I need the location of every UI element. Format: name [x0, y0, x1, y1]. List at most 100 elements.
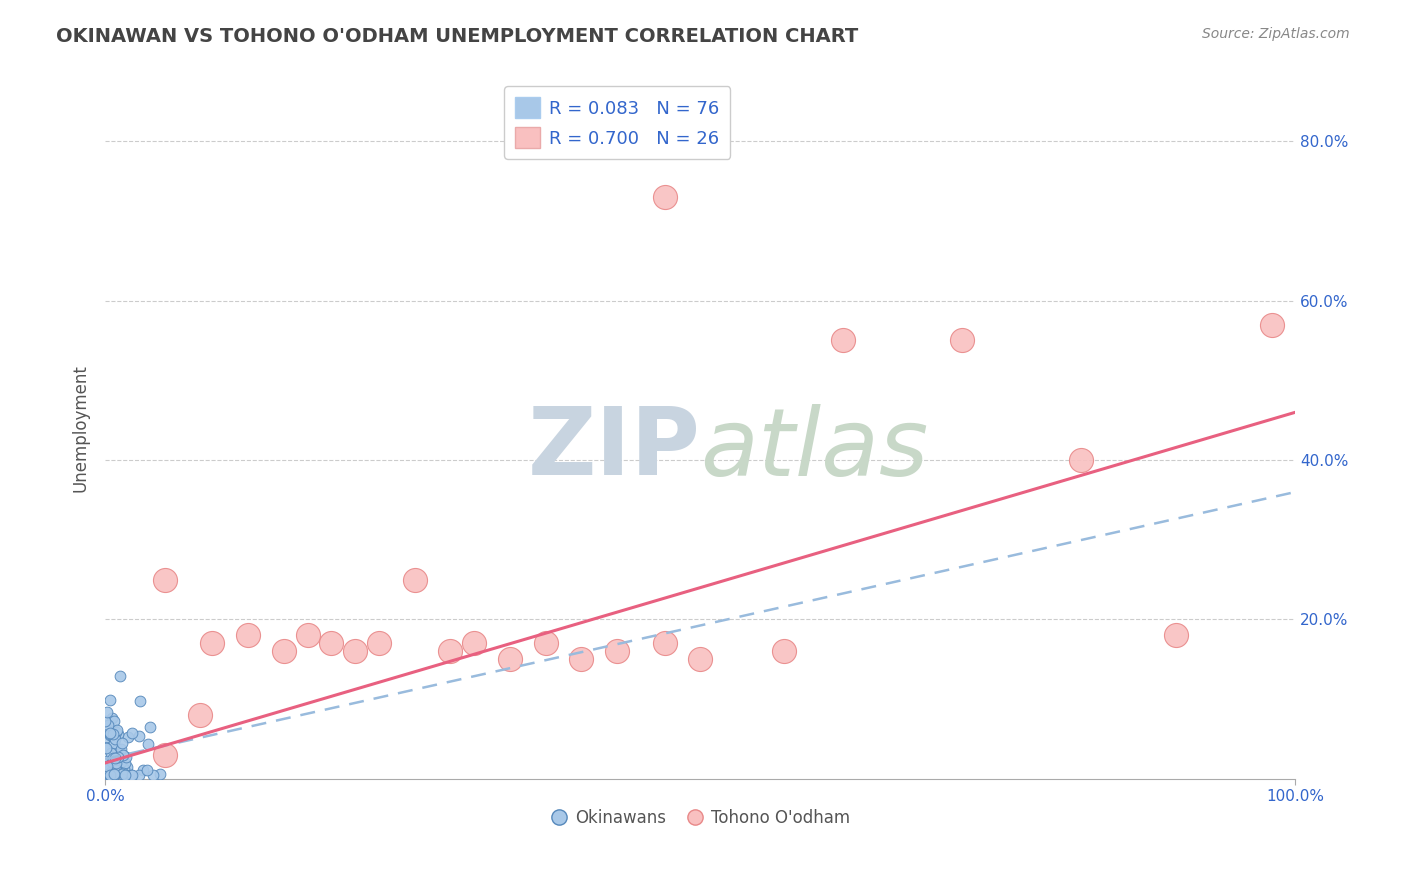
- Point: [97, 767, 120, 781]
- Point: [101, 750, 124, 764]
- Point: [103, 764, 125, 779]
- Point: [103, 756, 125, 771]
- Point: [149, 767, 172, 781]
- Point: [772, 644, 794, 658]
- Point: [321, 636, 343, 650]
- Point: [103, 735, 125, 749]
- Point: [115, 760, 138, 774]
- Point: [136, 737, 159, 751]
- Point: [98, 767, 121, 781]
- Point: [100, 768, 122, 782]
- Point: [368, 636, 391, 650]
- Y-axis label: Unemployment: Unemployment: [72, 364, 89, 492]
- Point: [117, 730, 139, 744]
- Point: [101, 711, 124, 725]
- Point: [114, 768, 136, 782]
- Point: [439, 644, 461, 658]
- Point: [132, 763, 155, 777]
- Point: [98, 727, 121, 741]
- Point: [96, 768, 118, 782]
- Point: [96, 705, 118, 719]
- Point: [96, 740, 118, 755]
- Point: [103, 761, 125, 775]
- Point: [111, 736, 134, 750]
- Point: [105, 723, 128, 737]
- Text: Source: ZipAtlas.com: Source: ZipAtlas.com: [1202, 27, 1350, 41]
- Legend: Okinawans, Tohono O'odham: Okinawans, Tohono O'odham: [544, 803, 858, 834]
- Point: [94, 741, 117, 756]
- Point: [104, 756, 127, 770]
- Text: ZIP: ZIP: [527, 403, 700, 495]
- Point: [1166, 628, 1188, 642]
- Point: [142, 768, 165, 782]
- Point: [654, 190, 676, 204]
- Point: [1070, 453, 1092, 467]
- Point: [104, 763, 127, 777]
- Point: [190, 708, 212, 723]
- Point: [100, 726, 122, 740]
- Text: OKINAWAN VS TOHONO O'ODHAM UNEMPLOYMENT CORRELATION CHART: OKINAWAN VS TOHONO O'ODHAM UNEMPLOYMENT …: [56, 27, 859, 45]
- Point: [111, 765, 134, 780]
- Point: [120, 768, 142, 782]
- Point: [115, 750, 138, 764]
- Point: [97, 723, 120, 738]
- Point: [404, 573, 426, 587]
- Point: [94, 754, 117, 768]
- Point: [128, 694, 150, 708]
- Point: [112, 762, 135, 776]
- Point: [463, 636, 485, 650]
- Point: [654, 636, 676, 650]
- Point: [112, 747, 135, 762]
- Point: [107, 749, 129, 764]
- Point: [201, 636, 224, 650]
- Point: [98, 727, 121, 741]
- Point: [121, 768, 143, 782]
- Point: [236, 628, 259, 642]
- Point: [101, 766, 124, 780]
- Point: [98, 692, 121, 706]
- Point: [104, 756, 127, 770]
- Point: [110, 747, 132, 761]
- Point: [97, 717, 120, 731]
- Point: [114, 756, 136, 771]
- Point: [534, 636, 557, 650]
- Point: [97, 768, 120, 782]
- Point: [138, 720, 160, 734]
- Point: [96, 759, 118, 773]
- Point: [103, 768, 125, 782]
- Point: [101, 768, 124, 782]
- Point: [114, 768, 136, 782]
- Point: [104, 751, 127, 765]
- Point: [110, 766, 132, 780]
- Point: [273, 644, 295, 658]
- Point: [104, 725, 127, 739]
- Point: [103, 714, 125, 728]
- Point: [107, 727, 129, 741]
- Point: [121, 726, 143, 740]
- Point: [689, 652, 711, 666]
- Point: [108, 669, 131, 683]
- Point: [105, 756, 128, 771]
- Point: [96, 731, 118, 745]
- Point: [100, 764, 122, 779]
- Point: [344, 644, 367, 658]
- Point: [153, 573, 176, 587]
- Point: [128, 768, 150, 782]
- Point: [606, 644, 628, 658]
- Point: [100, 755, 122, 769]
- Point: [297, 628, 319, 642]
- Point: [101, 766, 124, 780]
- Point: [100, 746, 122, 760]
- Point: [110, 742, 132, 756]
- Point: [104, 751, 127, 765]
- Point: [128, 730, 150, 744]
- Point: [94, 714, 117, 728]
- Text: atlas: atlas: [700, 404, 928, 495]
- Point: [96, 759, 118, 773]
- Point: [101, 727, 124, 741]
- Point: [104, 732, 127, 747]
- Point: [569, 652, 592, 666]
- Point: [101, 768, 124, 782]
- Point: [135, 763, 157, 777]
- Point: [153, 747, 176, 762]
